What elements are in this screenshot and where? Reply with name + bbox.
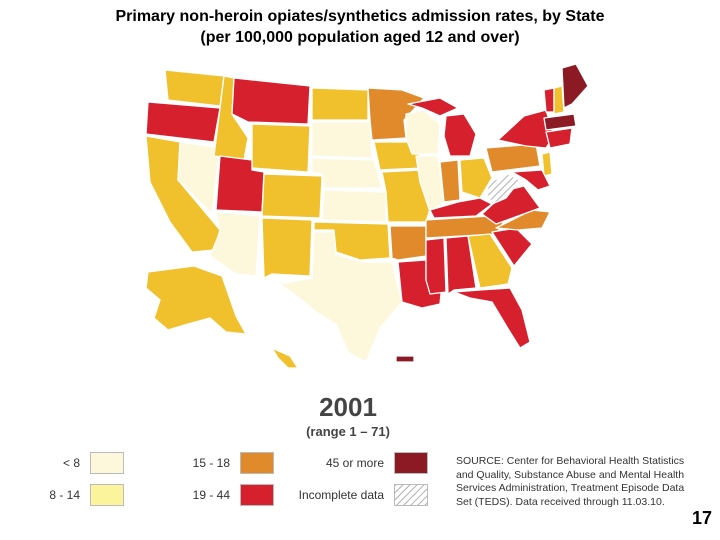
state-MD-DE <box>511 169 551 191</box>
legend-label: 15 - 18 <box>192 456 230 470</box>
us-choropleth-map <box>145 63 588 369</box>
state-ME <box>561 63 588 109</box>
state-MT <box>231 77 311 125</box>
legend-label: < 8 <box>62 456 80 470</box>
legend-item-8-14: 8 - 14 <box>40 484 124 506</box>
legend-swatch <box>240 484 274 506</box>
legend-label: Incomplete data <box>298 488 384 502</box>
state-NV <box>177 141 221 215</box>
state-MS <box>425 237 447 295</box>
legend-item-lt8: < 8 <box>40 452 124 474</box>
legend-swatch <box>394 452 428 474</box>
state-WI <box>405 109 441 155</box>
legend-swatch <box>240 452 274 474</box>
state-ND <box>311 87 369 121</box>
legend-label: 19 - 44 <box>192 488 230 502</box>
state-IL <box>415 155 445 213</box>
legend-label: 45 or more <box>325 456 384 470</box>
title-line-1: Primary non-heroin opiates/synthetics ad… <box>115 8 605 25</box>
state-SD <box>311 121 373 159</box>
state-WA <box>164 69 225 107</box>
state-OR <box>145 101 221 143</box>
state-NH <box>553 85 565 115</box>
legend-swatch-hatch <box>394 484 428 506</box>
legend-item-19-44: 19 - 44 <box>170 484 274 506</box>
map-year: 2001 <box>319 392 377 422</box>
state-WV <box>485 173 521 205</box>
state-GA <box>467 233 513 289</box>
legend-swatch <box>90 484 124 506</box>
state-FL <box>453 287 531 349</box>
state-OH <box>459 157 493 199</box>
state-WY <box>251 123 311 173</box>
state-VT <box>543 87 555 113</box>
state-AZ <box>209 211 261 277</box>
legend-item-45plus: 45 or more <box>280 452 428 474</box>
puerto-rico <box>395 355 415 363</box>
page-number: 17 <box>691 508 712 528</box>
state-PA <box>485 143 541 173</box>
state-TX <box>279 231 403 363</box>
state-MN <box>367 87 425 141</box>
state-NE <box>311 157 383 189</box>
legend-item-15-18: 15 - 18 <box>170 452 274 474</box>
map-range: (range 1 – 71) <box>306 424 390 439</box>
state-NM <box>261 217 313 279</box>
state-AK <box>145 265 247 335</box>
state-MI-UP <box>407 97 459 117</box>
state-CT-RI <box>545 127 573 149</box>
legend-item-incomplete: Incomplete data <box>280 484 428 506</box>
state-OK <box>313 221 391 261</box>
state-UT <box>215 155 265 213</box>
state-CO <box>261 173 323 219</box>
source-note: SOURCE: Center for Behavioral Health Sta… <box>456 455 685 508</box>
state-NJ <box>541 151 553 177</box>
state-IN <box>439 159 461 203</box>
state-HI <box>271 347 299 369</box>
legend-swatch <box>90 452 124 474</box>
chart-title: Primary non-heroin opiates/synthetics ad… <box>0 6 720 48</box>
title-line-2: (per 100,000 population aged 12 and over… <box>200 29 520 46</box>
state-MI <box>443 113 477 157</box>
state-MA <box>543 113 577 131</box>
state-AR <box>389 225 427 261</box>
state-AL <box>445 235 477 295</box>
legend-label: 8 - 14 <box>49 488 80 502</box>
state-KS <box>321 189 387 223</box>
